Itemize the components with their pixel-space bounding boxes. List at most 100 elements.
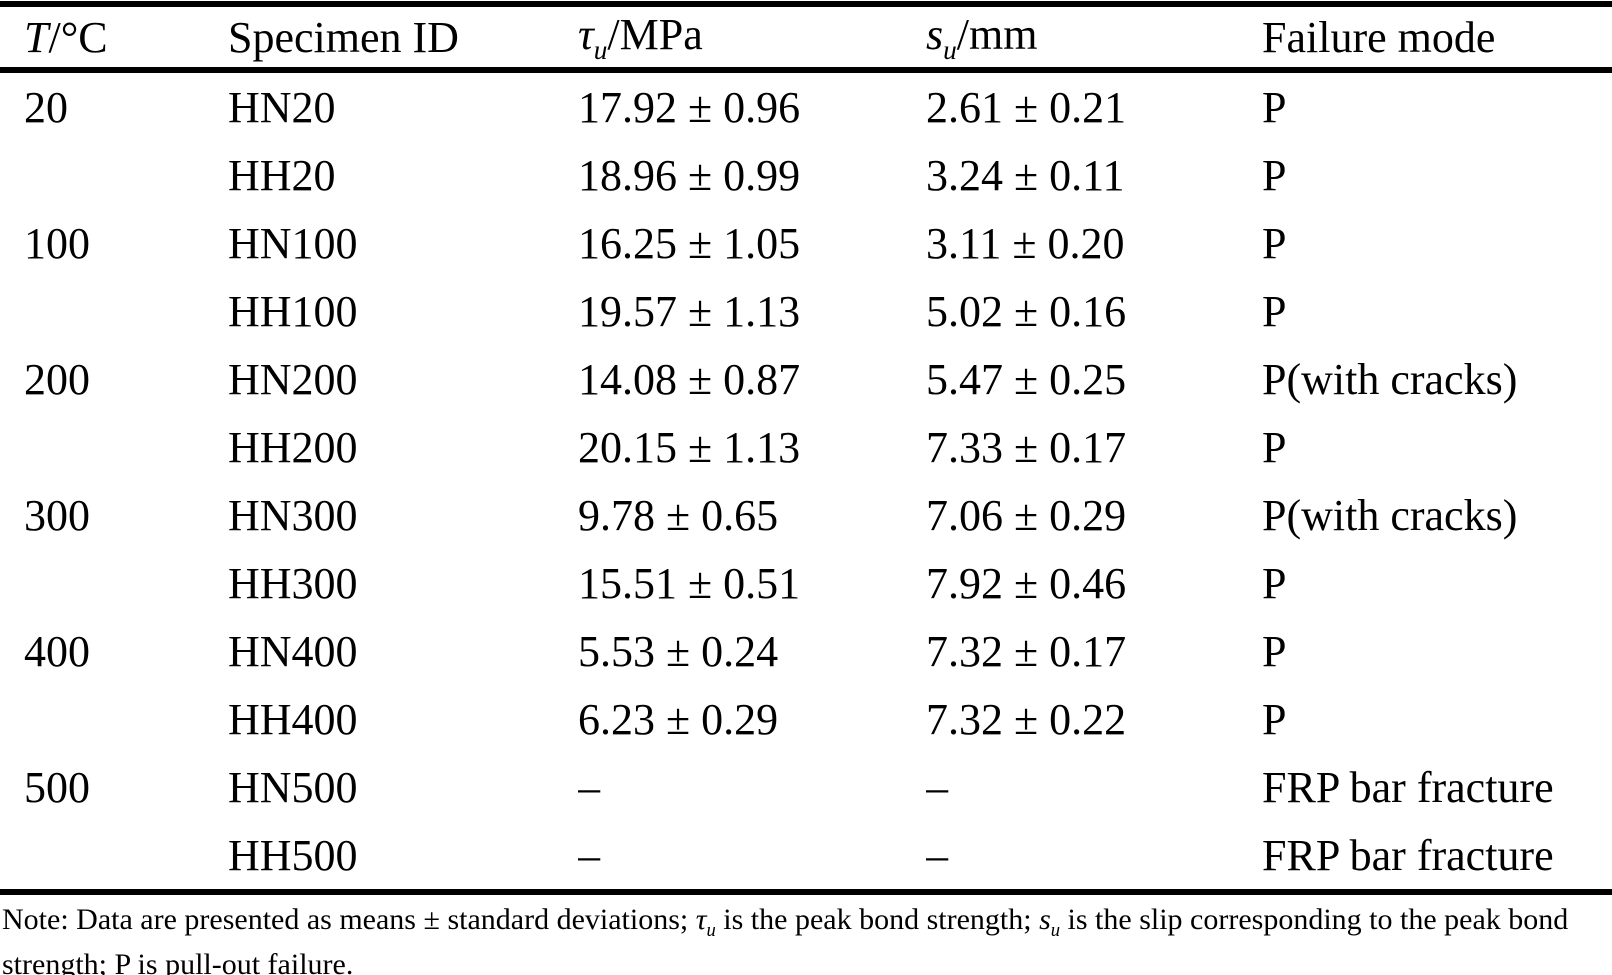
note-tau-symbol: τu <box>695 903 716 941</box>
failure-mode-label: Failure mode <box>1262 12 1496 62</box>
table-row: 20 HN20 17.92 ± 0.96 2.61 ± 0.21 P <box>0 70 1612 141</box>
cell-specimen-id: HH500 <box>228 830 358 880</box>
cell-slip: 7.06 ± 0.29 <box>926 490 1127 540</box>
cell-specimen-id: HN300 <box>228 490 358 540</box>
cell-bond-strength: 6.23 ± 0.29 <box>578 694 779 744</box>
cell-bond-strength: 17.92 ± 0.96 <box>578 82 801 132</box>
column-header-bond-strength: τu/MPa <box>578 4 926 73</box>
bond-test-results-table: T/°C Specimen ID τu/MPa su/mm Failure mo… <box>0 1 1612 895</box>
cell-slip: 3.11 ± 0.20 <box>926 218 1125 268</box>
cell-bond-strength: – <box>578 762 600 812</box>
table-row: 500 HN500 – – FRP bar fracture <box>0 753 1612 821</box>
cell-temperature: 300 <box>24 490 90 540</box>
cell-slip: – <box>926 830 948 880</box>
subscript-u: u <box>1050 920 1061 941</box>
cell-failure-mode: FRP bar fracture <box>1262 762 1554 812</box>
column-header-failure-mode: Failure mode <box>1262 4 1612 73</box>
cell-slip: 5.02 ± 0.16 <box>926 286 1127 336</box>
cell-specimen-id: HN20 <box>228 82 336 132</box>
cell-failure-mode: P <box>1262 626 1287 676</box>
tau-glyph: τ <box>578 9 594 59</box>
column-header-slip: su/mm <box>926 4 1262 73</box>
cell-failure-mode: P <box>1262 694 1287 744</box>
cell-failure-mode: P(with cracks) <box>1262 354 1518 404</box>
table-row: HH400 6.23 ± 0.29 7.32 ± 0.22 P <box>0 685 1612 753</box>
cell-specimen-id: HH400 <box>228 694 358 744</box>
temperature-symbol: T <box>24 12 49 62</box>
note-text-part3: is the slip corresponding to the peak bo… <box>2 903 1569 975</box>
cell-slip: – <box>926 762 948 812</box>
cell-specimen-id: HH300 <box>228 558 358 608</box>
column-header-temperature: T/°C <box>0 4 228 73</box>
column-header-specimen-id: Specimen ID <box>228 4 578 73</box>
cell-slip: 5.47 ± 0.25 <box>926 354 1127 404</box>
table-row: HH300 15.51 ± 0.51 7.92 ± 0.46 P <box>0 549 1612 617</box>
table-row: HH20 18.96 ± 0.99 3.24 ± 0.11 P <box>0 141 1612 209</box>
cell-temperature <box>0 821 228 892</box>
note-tau-glyph: τ <box>695 903 707 936</box>
cell-failure-mode: P <box>1262 558 1287 608</box>
cell-failure-mode: P <box>1262 82 1287 132</box>
cell-temperature <box>0 685 228 753</box>
cell-bond-strength: – <box>578 830 600 880</box>
cell-slip: 7.32 ± 0.22 <box>926 694 1127 744</box>
note-s-glyph: s <box>1039 903 1051 936</box>
cell-specimen-id: HH100 <box>228 286 358 336</box>
cell-failure-mode: P <box>1262 422 1287 472</box>
cell-specimen-id: HH200 <box>228 422 358 472</box>
table-row: 300 HN300 9.78 ± 0.65 7.06 ± 0.29 P(with cra… <box>0 481 1612 549</box>
cell-slip: 7.32 ± 0.17 <box>926 626 1127 676</box>
s-glyph: s <box>926 9 944 59</box>
temperature-unit: /°C <box>48 12 108 62</box>
cell-bond-strength: 16.25 ± 1.05 <box>578 218 801 268</box>
cell-bond-strength: 15.51 ± 0.51 <box>578 558 801 608</box>
cell-temperature: 100 <box>24 218 90 268</box>
subscript-u: u <box>706 920 716 941</box>
cell-specimen-id: HN100 <box>228 218 358 268</box>
cell-slip: 2.61 ± 0.21 <box>926 82 1127 132</box>
cell-failure-mode: FRP bar fracture <box>1262 830 1554 880</box>
cell-bond-strength: 9.78 ± 0.65 <box>578 490 779 540</box>
cell-slip: 3.24 ± 0.11 <box>926 150 1125 200</box>
note-s-symbol: su <box>1039 903 1060 941</box>
note-text-part1: Note: Data are presented as means ± stan… <box>2 903 696 936</box>
cell-temperature <box>0 549 228 617</box>
cell-specimen-id: HN200 <box>228 354 358 404</box>
table-row: 100 HN100 16.25 ± 1.05 3.11 ± 0.20 P <box>0 209 1612 277</box>
cell-temperature <box>0 413 228 481</box>
cell-specimen-id: HN400 <box>228 626 358 676</box>
table-body: 20 HN20 17.92 ± 0.96 2.61 ± 0.21 P HH20 18.96… <box>0 70 1612 892</box>
cell-temperature <box>0 141 228 209</box>
table-note: Note: Data are presented as means ± stan… <box>2 903 1610 975</box>
cell-temperature <box>0 277 228 345</box>
table-row: 200 HN200 14.08 ± 0.87 5.47 ± 0.25 P(with cr… <box>0 345 1612 413</box>
cell-specimen-id: HN500 <box>228 762 358 812</box>
cell-failure-mode: P(with cracks) <box>1262 490 1518 540</box>
subscript-u: u <box>943 34 957 65</box>
cell-temperature: 200 <box>24 354 90 404</box>
bond-strength-unit: /MPa <box>607 9 703 59</box>
slip-unit: /mm <box>956 9 1038 59</box>
cell-failure-mode: P <box>1262 286 1287 336</box>
cell-bond-strength: 19.57 ± 1.13 <box>578 286 801 336</box>
cell-failure-mode: P <box>1262 150 1287 200</box>
cell-failure-mode: P <box>1262 218 1287 268</box>
table-row: 400 HN400 5.53 ± 0.24 7.32 ± 0.17 P <box>0 617 1612 685</box>
note-text-part2: is the peak bond strength; <box>715 903 1040 936</box>
subscript-u: u <box>593 34 608 65</box>
cell-bond-strength: 14.08 ± 0.87 <box>578 354 801 404</box>
table-row: HH100 19.57 ± 1.13 5.02 ± 0.16 P <box>0 277 1612 345</box>
cell-bond-strength: 20.15 ± 1.13 <box>578 422 801 472</box>
cell-bond-strength: 18.96 ± 0.99 <box>578 150 801 200</box>
s-symbol: su <box>926 9 957 64</box>
cell-bond-strength: 5.53 ± 0.24 <box>578 626 779 676</box>
header-row: T/°C Specimen ID τu/MPa su/mm Failure mo… <box>0 4 1612 73</box>
tau-symbol: τu <box>578 9 607 64</box>
cell-temperature: 20 <box>24 82 68 132</box>
table-row: HH500 – – FRP bar fracture <box>0 821 1612 892</box>
cell-temperature: 500 <box>24 762 90 812</box>
specimen-id-label: Specimen ID <box>228 12 459 62</box>
cell-slip: 7.92 ± 0.46 <box>926 558 1127 608</box>
table-row: HH200 20.15 ± 1.13 7.33 ± 0.17 P <box>0 413 1612 481</box>
cell-slip: 7.33 ± 0.17 <box>926 422 1127 472</box>
